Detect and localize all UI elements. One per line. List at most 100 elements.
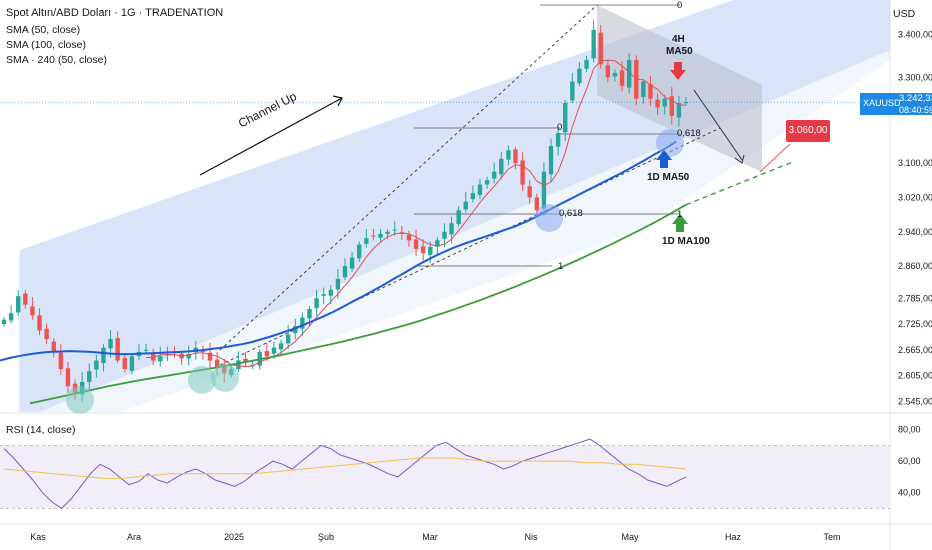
candle-body [314, 298, 319, 309]
fib-label-top-618: 0,618 [677, 128, 701, 139]
chart-title: Spot Altın/ABD Doları · 1G · TRADENATION [6, 7, 224, 19]
rsi-line [3, 438, 687, 509]
candle-body [321, 293, 326, 296]
price-axis-label: 3.020,00 [898, 192, 932, 202]
candle-body [463, 201, 468, 210]
candle-body [591, 30, 596, 59]
candle-body [648, 84, 653, 99]
fib-label-top-1: 1 [677, 209, 683, 220]
fib-label-low-618: 0,618 [559, 208, 583, 219]
rsi-band [0, 445, 890, 509]
candle-body [342, 266, 348, 278]
indicator-sma240-label[interactable]: SMA · 240 (50, close) [6, 54, 107, 66]
candle-body [669, 96, 674, 116]
target-price-tag: 3.060,00 [786, 120, 830, 142]
candle-body [94, 360, 99, 370]
candle-body [428, 246, 433, 255]
candle-body [236, 360, 241, 370]
candle-body [577, 68, 582, 84]
rsi-label[interactable]: RSI (14, close) [6, 424, 76, 436]
candle-body [563, 103, 568, 133]
currency-label[interactable]: USD [893, 8, 916, 20]
price-axis-label: 2.785,00 [898, 293, 932, 303]
price-axis-label: 2.860,00 [898, 261, 932, 271]
candle-body [186, 354, 191, 359]
candle-body [378, 233, 383, 238]
candle-body [207, 352, 213, 361]
candle-body [371, 235, 376, 237]
candle-body [662, 98, 667, 107]
time-axis-label: Kas [30, 532, 46, 542]
touch-highlight-circle [188, 366, 216, 394]
candle-body [570, 81, 575, 101]
ma50-4h-label-line2: MA50 [666, 46, 693, 57]
ma50-4h-line [146, 59, 687, 368]
candle-body [605, 65, 611, 78]
ma100-1d-up-arrow [672, 214, 688, 232]
candle-body [470, 193, 476, 200]
candle-body [44, 328, 49, 340]
ma50-4h-label-line1: 4H [672, 34, 685, 45]
candle-body [435, 240, 440, 247]
candle-body [143, 349, 149, 351]
candle-body [58, 352, 64, 370]
candle-body [442, 231, 447, 239]
candle-body [293, 326, 298, 334]
candle-body [506, 150, 511, 160]
time-axis-label: Şub [318, 532, 334, 542]
candle-body [491, 171, 497, 179]
candle-body [534, 197, 540, 211]
time-axis-label: Nis [525, 532, 538, 542]
candle-body [385, 231, 390, 234]
candle-body [598, 32, 603, 65]
ma100-projection-dashed [685, 161, 793, 206]
price-axis-label: 2.605,00 [898, 371, 932, 381]
candle-body [655, 99, 660, 108]
candle-body [541, 171, 547, 209]
price-axis-label: 3.100,00 [898, 158, 932, 168]
time-axis-label: Tem [823, 532, 840, 542]
symbol-label: XAUUSD [863, 98, 901, 108]
touch-highlight-circle [66, 386, 94, 414]
time-axis-label: Mar [422, 532, 438, 542]
touch-highlight-circle [656, 129, 684, 157]
projection-arrow-head [734, 154, 745, 164]
candle-body [413, 239, 419, 249]
candle-body [456, 210, 461, 225]
fib-label-low-0: 0 [557, 122, 563, 133]
candle-body [499, 158, 504, 175]
target-connector [759, 143, 791, 173]
rsi-axis-label: 40,00 [898, 488, 921, 498]
candle-body [555, 133, 561, 147]
descending-channel [597, 5, 762, 172]
fib-label-top-0: 0 [677, 0, 683, 11]
candle-body [16, 296, 21, 313]
indicator-sma100-label[interactable]: SMA (100, close) [6, 39, 86, 51]
ma50-1d-up-arrow [656, 150, 672, 168]
candle-body [335, 278, 341, 290]
touch-highlight-circle [211, 364, 239, 392]
ma100-1d-line [29, 203, 687, 405]
price-axis-label: 2.725,00 [898, 319, 932, 329]
candle-body [51, 341, 56, 352]
candle-body [271, 347, 277, 354]
candle-body [328, 289, 333, 296]
candle-body [477, 184, 483, 195]
price-axis-label: 3.300,00 [898, 72, 932, 82]
rsi-axis-label: 80,00 [898, 425, 921, 435]
candle-body [619, 70, 625, 86]
candle-body [243, 358, 248, 363]
ma50-1d-label: 1D MA50 [647, 172, 690, 183]
indicator-sma50-label[interactable]: SMA (50, close) [6, 24, 81, 36]
channel-arrow-head [332, 95, 343, 107]
candle-body [513, 149, 518, 164]
current-price-value: 3.242,33 [899, 93, 932, 104]
current-price-tag: XAUUSD 3.242,33 08:40:59 [860, 93, 932, 115]
candle-body [278, 343, 284, 350]
candle-body [264, 351, 270, 357]
bar-countdown: 08:40:59 [899, 105, 932, 115]
price-axis-label: 2.665,00 [898, 345, 932, 355]
candle-body [300, 317, 305, 329]
ma50-4h-down-arrow [670, 62, 686, 80]
